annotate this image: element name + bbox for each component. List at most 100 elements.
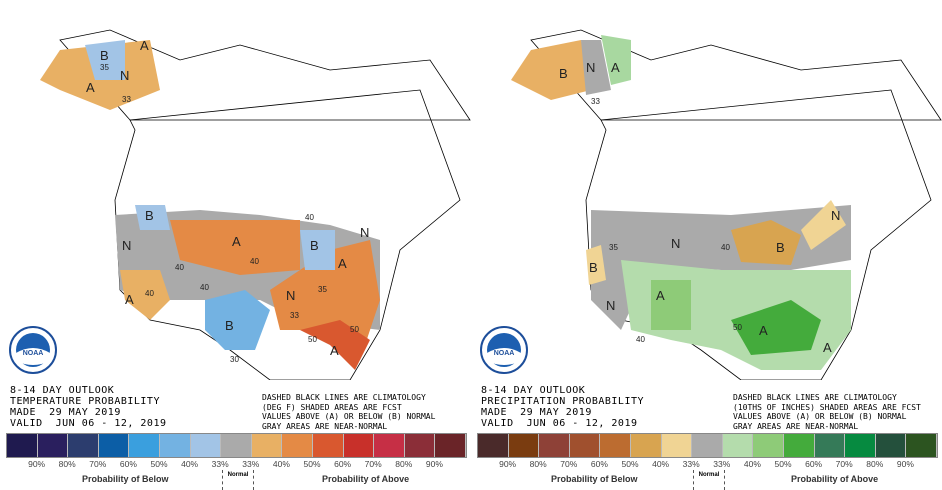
legend-swatch <box>661 434 693 457</box>
legend-tick-label: 70% <box>560 459 578 469</box>
legend-tick-label: 80% <box>529 459 547 469</box>
valid-dates: VALID JUN 06 - 12, 2019 <box>10 418 167 429</box>
note-line: (DEG F) SHADED AREAS ARE FCST <box>262 402 402 412</box>
legend-tick-label: 70% <box>89 459 107 469</box>
region-label: A <box>140 38 149 53</box>
precipitation-panel: B N A N B B N N A A A 33 35 40 50 40 <box>471 0 942 490</box>
region-label: A <box>611 60 620 75</box>
alaska-below <box>85 40 125 80</box>
legend-swatch <box>539 434 570 457</box>
legend-swatch <box>814 434 846 457</box>
contour-label: 35 <box>100 63 109 72</box>
region-label: N <box>122 238 131 253</box>
region-label: N <box>360 225 369 240</box>
legend-swatch <box>692 434 723 457</box>
below-label: Probability of Below <box>82 474 169 484</box>
contour-label: 33 <box>122 95 131 104</box>
note-line: DASHED BLACK LINES ARE CLIMATOLOGY <box>733 393 897 402</box>
legend-tick-label: 50% <box>150 459 168 469</box>
legend-color-bar <box>477 433 938 458</box>
legend-swatch <box>221 434 252 457</box>
contour-label: 40 <box>636 335 645 344</box>
legend-swatch <box>404 434 436 457</box>
above-area-gulf <box>300 320 370 370</box>
below-area-greatlakes <box>300 230 335 270</box>
region-label: B <box>145 208 154 223</box>
noaa-logo-text: NOAA <box>23 350 44 357</box>
noaa-logo: NOAA <box>9 326 57 374</box>
outlook-title: 8-14 DAY OUTLOOK PRECIPITATION PROBABILIT… <box>481 385 644 429</box>
contour-label: 50 <box>350 325 359 334</box>
legend-swatch <box>129 434 160 457</box>
legend-tick-label: 33% <box>211 459 229 469</box>
legend-swatch <box>906 434 937 457</box>
note-line: VALUES ABOVE (A) OR BELOW (B) NORMAL <box>733 412 907 421</box>
legend-tick-label: 33% <box>682 459 700 469</box>
contour-label: 30 <box>230 355 239 364</box>
precipitation-map: B N A N B B N N A A A 33 35 40 50 40 <box>511 29 942 380</box>
note-line: (10THS OF INCHES) SHADED AREAS ARE FCST <box>733 402 921 412</box>
note-line: DASHED BLACK LINES ARE CLIMATOLOGY <box>262 393 426 402</box>
region-label: B <box>225 318 234 333</box>
contour-label: 33 <box>290 311 299 320</box>
above-area-central <box>170 220 300 275</box>
contour-label: 40 <box>305 213 314 222</box>
valid-dates: VALID JUN 06 - 12, 2019 <box>481 418 638 429</box>
contour-label: 35 <box>609 243 618 252</box>
region-label: B <box>776 240 785 255</box>
region-label: N <box>606 298 615 313</box>
region-label: B <box>559 66 568 81</box>
below-area-northwest <box>135 205 170 230</box>
legend-ticks: 90% 80% 70% 60% 50% 40% 33% 33% 40% 50% 60% 70% 80% 9… <box>6 459 465 471</box>
legend-swatch <box>37 434 69 457</box>
region-label: A <box>656 288 665 303</box>
region-label: A <box>823 340 832 355</box>
legend-color-bar <box>6 433 467 458</box>
legend-tick-label: 80% <box>866 459 884 469</box>
note-line: GRAY AREAS ARE NEAR-NORMAL <box>733 421 859 431</box>
contour-label: 40 <box>200 283 209 292</box>
legend-swatch <box>722 434 754 457</box>
legend-swatch <box>600 434 631 457</box>
title-line: TEMPERATURE PROBABILITY <box>10 396 160 407</box>
map-notes: DASHED BLACK LINES ARE CLIMATOLOGY (DEG F… <box>262 393 435 431</box>
legend-tick-label: 40% <box>652 459 670 469</box>
region-label: N <box>586 60 595 75</box>
region-label: A <box>125 292 134 307</box>
below-area-west <box>586 245 606 285</box>
below-area-northeast <box>801 200 846 250</box>
map-notes: DASHED BLACK LINES ARE CLIMATOLOGY (10THS… <box>733 393 921 431</box>
legend-tick-label: 40% <box>181 459 199 469</box>
legend-tick-label: 90% <box>425 459 443 469</box>
region-label: N <box>286 288 295 303</box>
legend-tick-label: 60% <box>590 459 608 469</box>
legend-tick-label: 50% <box>621 459 639 469</box>
legend-tick-label: 70% <box>364 459 382 469</box>
contour-label: 40 <box>721 243 730 252</box>
legend-tick-label: 60% <box>119 459 137 469</box>
legend-tick-label: 90% <box>896 459 914 469</box>
region-label: N <box>671 236 680 251</box>
normal-label: Normal <box>222 470 254 490</box>
normal-label: Normal <box>693 470 725 490</box>
legend-tick-label: 50% <box>303 459 321 469</box>
note-line: GRAY AREAS ARE NEAR-NORMAL <box>262 421 388 431</box>
legend-swatch <box>569 434 601 457</box>
legend-tick-label: 40% <box>743 459 761 469</box>
made-date: MADE 29 MAY 2019 <box>481 407 592 418</box>
legend-swatch <box>508 434 540 457</box>
below-area-texas <box>205 290 270 350</box>
contour-label: 50 <box>733 323 742 332</box>
below-label: Probability of Below <box>551 474 638 484</box>
note-line: VALUES ABOVE (A) OR BELOW (B) NORMAL <box>262 412 436 421</box>
region-label: B <box>310 238 319 253</box>
title-line: 8-14 DAY OUTLOOK <box>481 385 586 396</box>
legend-ticks: 90% 80% 70% 60% 50% 40% 33% 33% 40% 50% 60% 70% 80% 9… <box>477 459 936 471</box>
legend-tick-label: 33% <box>242 459 260 469</box>
outlook-title: 8-14 DAY OUTLOOK TEMPERATURE PROBABILITY M… <box>10 385 167 429</box>
legend-swatch <box>7 434 38 457</box>
temperature-map: B A N A N B A B N A N B A A 40 35 33 40 … <box>40 29 471 380</box>
legend-tick-label: 60% <box>334 459 352 469</box>
legend-swatch <box>98 434 130 457</box>
